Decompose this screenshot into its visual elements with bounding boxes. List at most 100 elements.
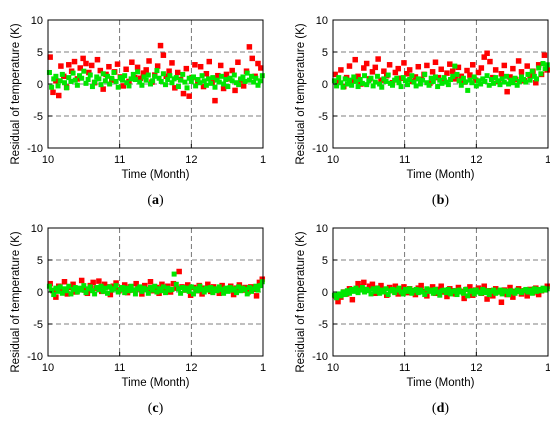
data-point — [89, 288, 95, 294]
data-point — [184, 285, 190, 291]
data-point — [195, 288, 201, 294]
data-point — [85, 77, 91, 83]
panel-label: (b) — [432, 193, 449, 208]
data-point — [128, 283, 134, 289]
data-point — [413, 286, 419, 292]
data-point — [392, 290, 398, 296]
data-point — [114, 61, 121, 67]
data-point — [51, 76, 57, 82]
data-point — [497, 287, 503, 293]
data-point — [359, 285, 365, 291]
data-point — [236, 82, 242, 88]
data-point — [454, 71, 460, 77]
data-point — [96, 286, 102, 292]
data-point — [184, 85, 190, 91]
data-point — [535, 291, 542, 298]
data-point — [115, 289, 121, 295]
data-point — [362, 73, 368, 79]
data-point — [377, 290, 383, 296]
y-axis-label: Residual of temperature (K) — [295, 23, 307, 164]
data-point — [86, 69, 92, 76]
data-point — [501, 79, 507, 85]
data-point — [83, 80, 89, 86]
data-point — [159, 281, 165, 288]
x-tick-label: 12 — [185, 154, 197, 166]
data-point — [53, 285, 59, 291]
data-point — [441, 287, 447, 293]
data-point — [422, 71, 428, 77]
y-tick-label: -10 — [312, 351, 328, 363]
data-point — [120, 83, 126, 89]
data-point — [102, 285, 108, 291]
data-point — [536, 65, 542, 71]
data-point — [404, 71, 410, 77]
data-point — [68, 78, 74, 84]
data-point — [538, 71, 544, 77]
data-point — [523, 286, 529, 292]
data-point — [172, 85, 178, 91]
data-point — [87, 72, 93, 78]
data-point — [190, 291, 196, 297]
data-point — [158, 288, 164, 294]
data-point — [257, 78, 263, 84]
data-point — [331, 292, 337, 298]
data-point — [253, 283, 259, 289]
data-point — [176, 268, 182, 275]
data-point — [50, 89, 56, 96]
data-point — [225, 84, 231, 90]
data-point — [362, 289, 368, 295]
data-point — [142, 282, 148, 289]
data-point — [74, 289, 80, 295]
data-point — [133, 280, 139, 287]
data-point — [355, 73, 361, 80]
data-point — [455, 284, 462, 291]
data-point — [486, 292, 492, 298]
data-point — [81, 68, 87, 74]
data-point — [110, 283, 116, 289]
data-point — [463, 79, 469, 85]
data-point — [218, 286, 224, 292]
data-point — [405, 82, 411, 88]
data-point — [104, 73, 110, 79]
data-point — [238, 288, 244, 294]
panel-d: 10 11 12 1 -10 -5 0 5 10 Time (Month) Residual of … — [295, 223, 550, 416]
x-tick-label: 1 — [260, 154, 266, 166]
data-point — [544, 62, 550, 68]
data-point — [338, 293, 344, 299]
data-point — [107, 284, 113, 290]
data-point — [255, 82, 261, 88]
data-point — [150, 287, 156, 293]
data-point — [506, 81, 512, 87]
data-point — [352, 56, 358, 63]
data-point — [435, 74, 442, 81]
data-point — [432, 286, 438, 292]
data-point — [242, 286, 248, 292]
data-point — [472, 77, 479, 83]
data-point — [49, 287, 55, 293]
data-point — [101, 281, 108, 288]
y-tick-label: 10 — [316, 223, 328, 235]
data-point — [344, 288, 350, 294]
data-point — [449, 68, 456, 74]
data-point — [210, 75, 216, 81]
data-point — [115, 84, 121, 90]
data-point — [342, 292, 348, 298]
data-point — [170, 280, 177, 287]
data-point — [504, 88, 510, 95]
data-point — [412, 74, 419, 80]
data-point — [448, 77, 454, 83]
data-point — [344, 81, 350, 87]
data-point — [523, 79, 529, 85]
data-point — [395, 65, 401, 72]
data-point — [258, 65, 264, 71]
data-point — [540, 61, 546, 67]
data-point — [361, 279, 367, 286]
data-point — [216, 290, 223, 297]
data-point — [409, 73, 415, 79]
data-point — [64, 85, 70, 91]
data-point — [452, 288, 458, 294]
data-point — [139, 291, 145, 297]
data-point — [72, 285, 78, 291]
y-tick-label: -10 — [27, 351, 43, 363]
data-point — [438, 283, 444, 289]
